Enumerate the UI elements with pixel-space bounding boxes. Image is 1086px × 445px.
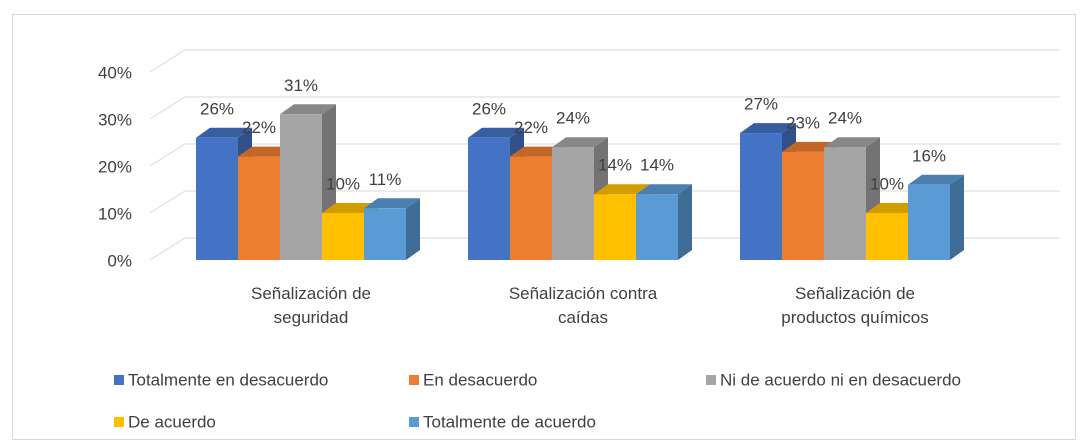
bar bbox=[866, 213, 908, 260]
bar bbox=[196, 137, 238, 260]
legend-label: Totalmente de acuerdo bbox=[423, 412, 596, 431]
bar bbox=[824, 147, 866, 260]
bar-top bbox=[280, 104, 336, 115]
legend-swatch bbox=[409, 375, 419, 385]
x-tick-label: Señalización de productos químicos bbox=[781, 284, 929, 327]
bar-top bbox=[824, 137, 880, 148]
bar bbox=[636, 194, 678, 260]
grid-line bbox=[149, 96, 1060, 120]
grid-line bbox=[149, 49, 1060, 73]
legend-label: En desacuerdo bbox=[423, 370, 537, 389]
data-label: 14% bbox=[598, 156, 632, 175]
legend-swatch bbox=[114, 417, 124, 427]
data-label: 11% bbox=[369, 170, 402, 189]
bar bbox=[510, 156, 552, 260]
bar bbox=[740, 133, 782, 260]
bar bbox=[782, 151, 824, 260]
bar-top bbox=[594, 184, 650, 195]
data-label: 24% bbox=[556, 109, 590, 128]
legend-label: Totalmente en desacuerdo bbox=[128, 370, 328, 389]
legend-swatch bbox=[706, 375, 716, 385]
bar bbox=[594, 194, 636, 260]
y-tick-label: 40% bbox=[98, 63, 132, 82]
data-label: 26% bbox=[472, 99, 506, 118]
bar-top bbox=[364, 198, 420, 209]
legend-swatch bbox=[409, 417, 419, 427]
y-tick-label: 20% bbox=[98, 157, 132, 176]
data-label: 10% bbox=[326, 174, 360, 193]
bar-top bbox=[552, 137, 608, 148]
bar-side bbox=[950, 174, 964, 260]
data-label: 16% bbox=[912, 146, 946, 165]
data-label: 22% bbox=[514, 118, 548, 137]
data-label: 24% bbox=[828, 109, 862, 128]
data-label: 23% bbox=[786, 113, 820, 132]
legend-swatch bbox=[114, 375, 124, 385]
bar-top bbox=[908, 174, 964, 185]
bar-top bbox=[740, 123, 796, 134]
legend-label: Ni de acuerdo ni en desacuerdo bbox=[720, 370, 961, 389]
data-label: 27% bbox=[744, 95, 778, 114]
data-label: 26% bbox=[200, 99, 234, 118]
data-label: 31% bbox=[284, 76, 318, 95]
data-label: 22% bbox=[242, 118, 276, 137]
bar-side bbox=[678, 184, 692, 260]
y-tick-label: 30% bbox=[98, 110, 132, 129]
data-label: 10% bbox=[870, 174, 904, 193]
bar bbox=[364, 208, 406, 260]
bar-top bbox=[468, 127, 524, 138]
bar bbox=[322, 213, 364, 260]
bar-top bbox=[196, 127, 252, 138]
bar bbox=[908, 184, 950, 260]
bar bbox=[238, 156, 280, 260]
bar-side bbox=[406, 198, 420, 260]
bar bbox=[468, 137, 510, 260]
x-tick-label: Señalización de seguridad bbox=[250, 284, 372, 327]
legend-label: De acuerdo bbox=[128, 412, 216, 431]
bar-top bbox=[636, 184, 692, 195]
bar bbox=[280, 114, 322, 260]
x-tick-label: Señalización contra caídas bbox=[508, 284, 658, 327]
y-tick-label: 10% bbox=[98, 204, 132, 223]
bar bbox=[552, 147, 594, 260]
y-tick-label: 0% bbox=[107, 251, 132, 270]
data-label: 14% bbox=[640, 156, 674, 175]
